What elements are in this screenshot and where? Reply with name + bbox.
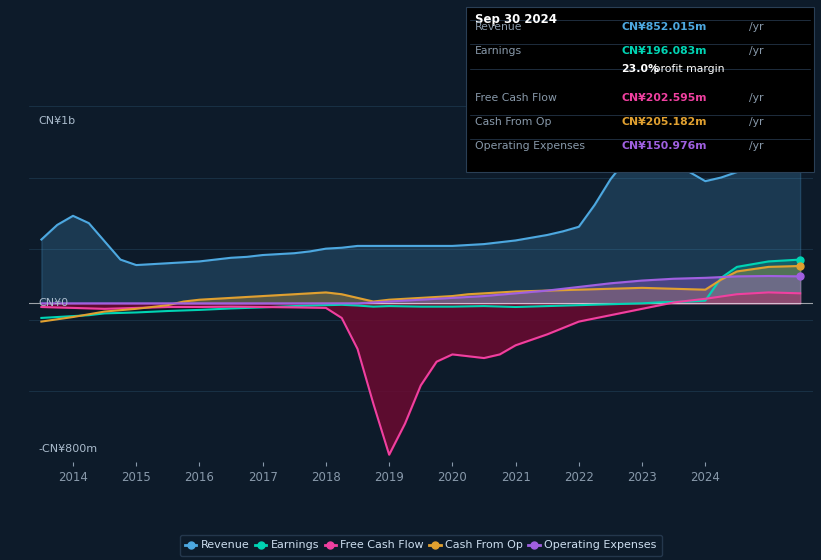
Text: 23.0%: 23.0% <box>621 64 659 74</box>
Text: /yr: /yr <box>749 22 764 32</box>
Text: CN¥202.595m: CN¥202.595m <box>621 93 707 103</box>
Text: Operating Expenses: Operating Expenses <box>475 141 585 151</box>
Text: profit margin: profit margin <box>650 64 725 74</box>
Text: /yr: /yr <box>749 141 764 151</box>
Text: /yr: /yr <box>749 46 764 57</box>
Text: Sep 30 2024: Sep 30 2024 <box>475 13 557 26</box>
Text: CN¥205.182m: CN¥205.182m <box>621 117 707 127</box>
Text: Cash From Op: Cash From Op <box>475 117 552 127</box>
Legend: Revenue, Earnings, Free Cash Flow, Cash From Op, Operating Expenses: Revenue, Earnings, Free Cash Flow, Cash … <box>180 535 662 556</box>
Text: Free Cash Flow: Free Cash Flow <box>475 93 557 103</box>
Text: /yr: /yr <box>749 117 764 127</box>
Text: /yr: /yr <box>749 93 764 103</box>
Text: CN¥852.015m: CN¥852.015m <box>621 22 707 32</box>
Text: CN¥0: CN¥0 <box>39 298 68 309</box>
Text: Earnings: Earnings <box>475 46 522 57</box>
Text: CN¥150.976m: CN¥150.976m <box>621 141 707 151</box>
Text: CN¥196.083m: CN¥196.083m <box>621 46 707 57</box>
Text: -CN¥800m: -CN¥800m <box>39 444 98 454</box>
Text: Revenue: Revenue <box>475 22 523 32</box>
Text: CN¥1b: CN¥1b <box>39 116 76 126</box>
